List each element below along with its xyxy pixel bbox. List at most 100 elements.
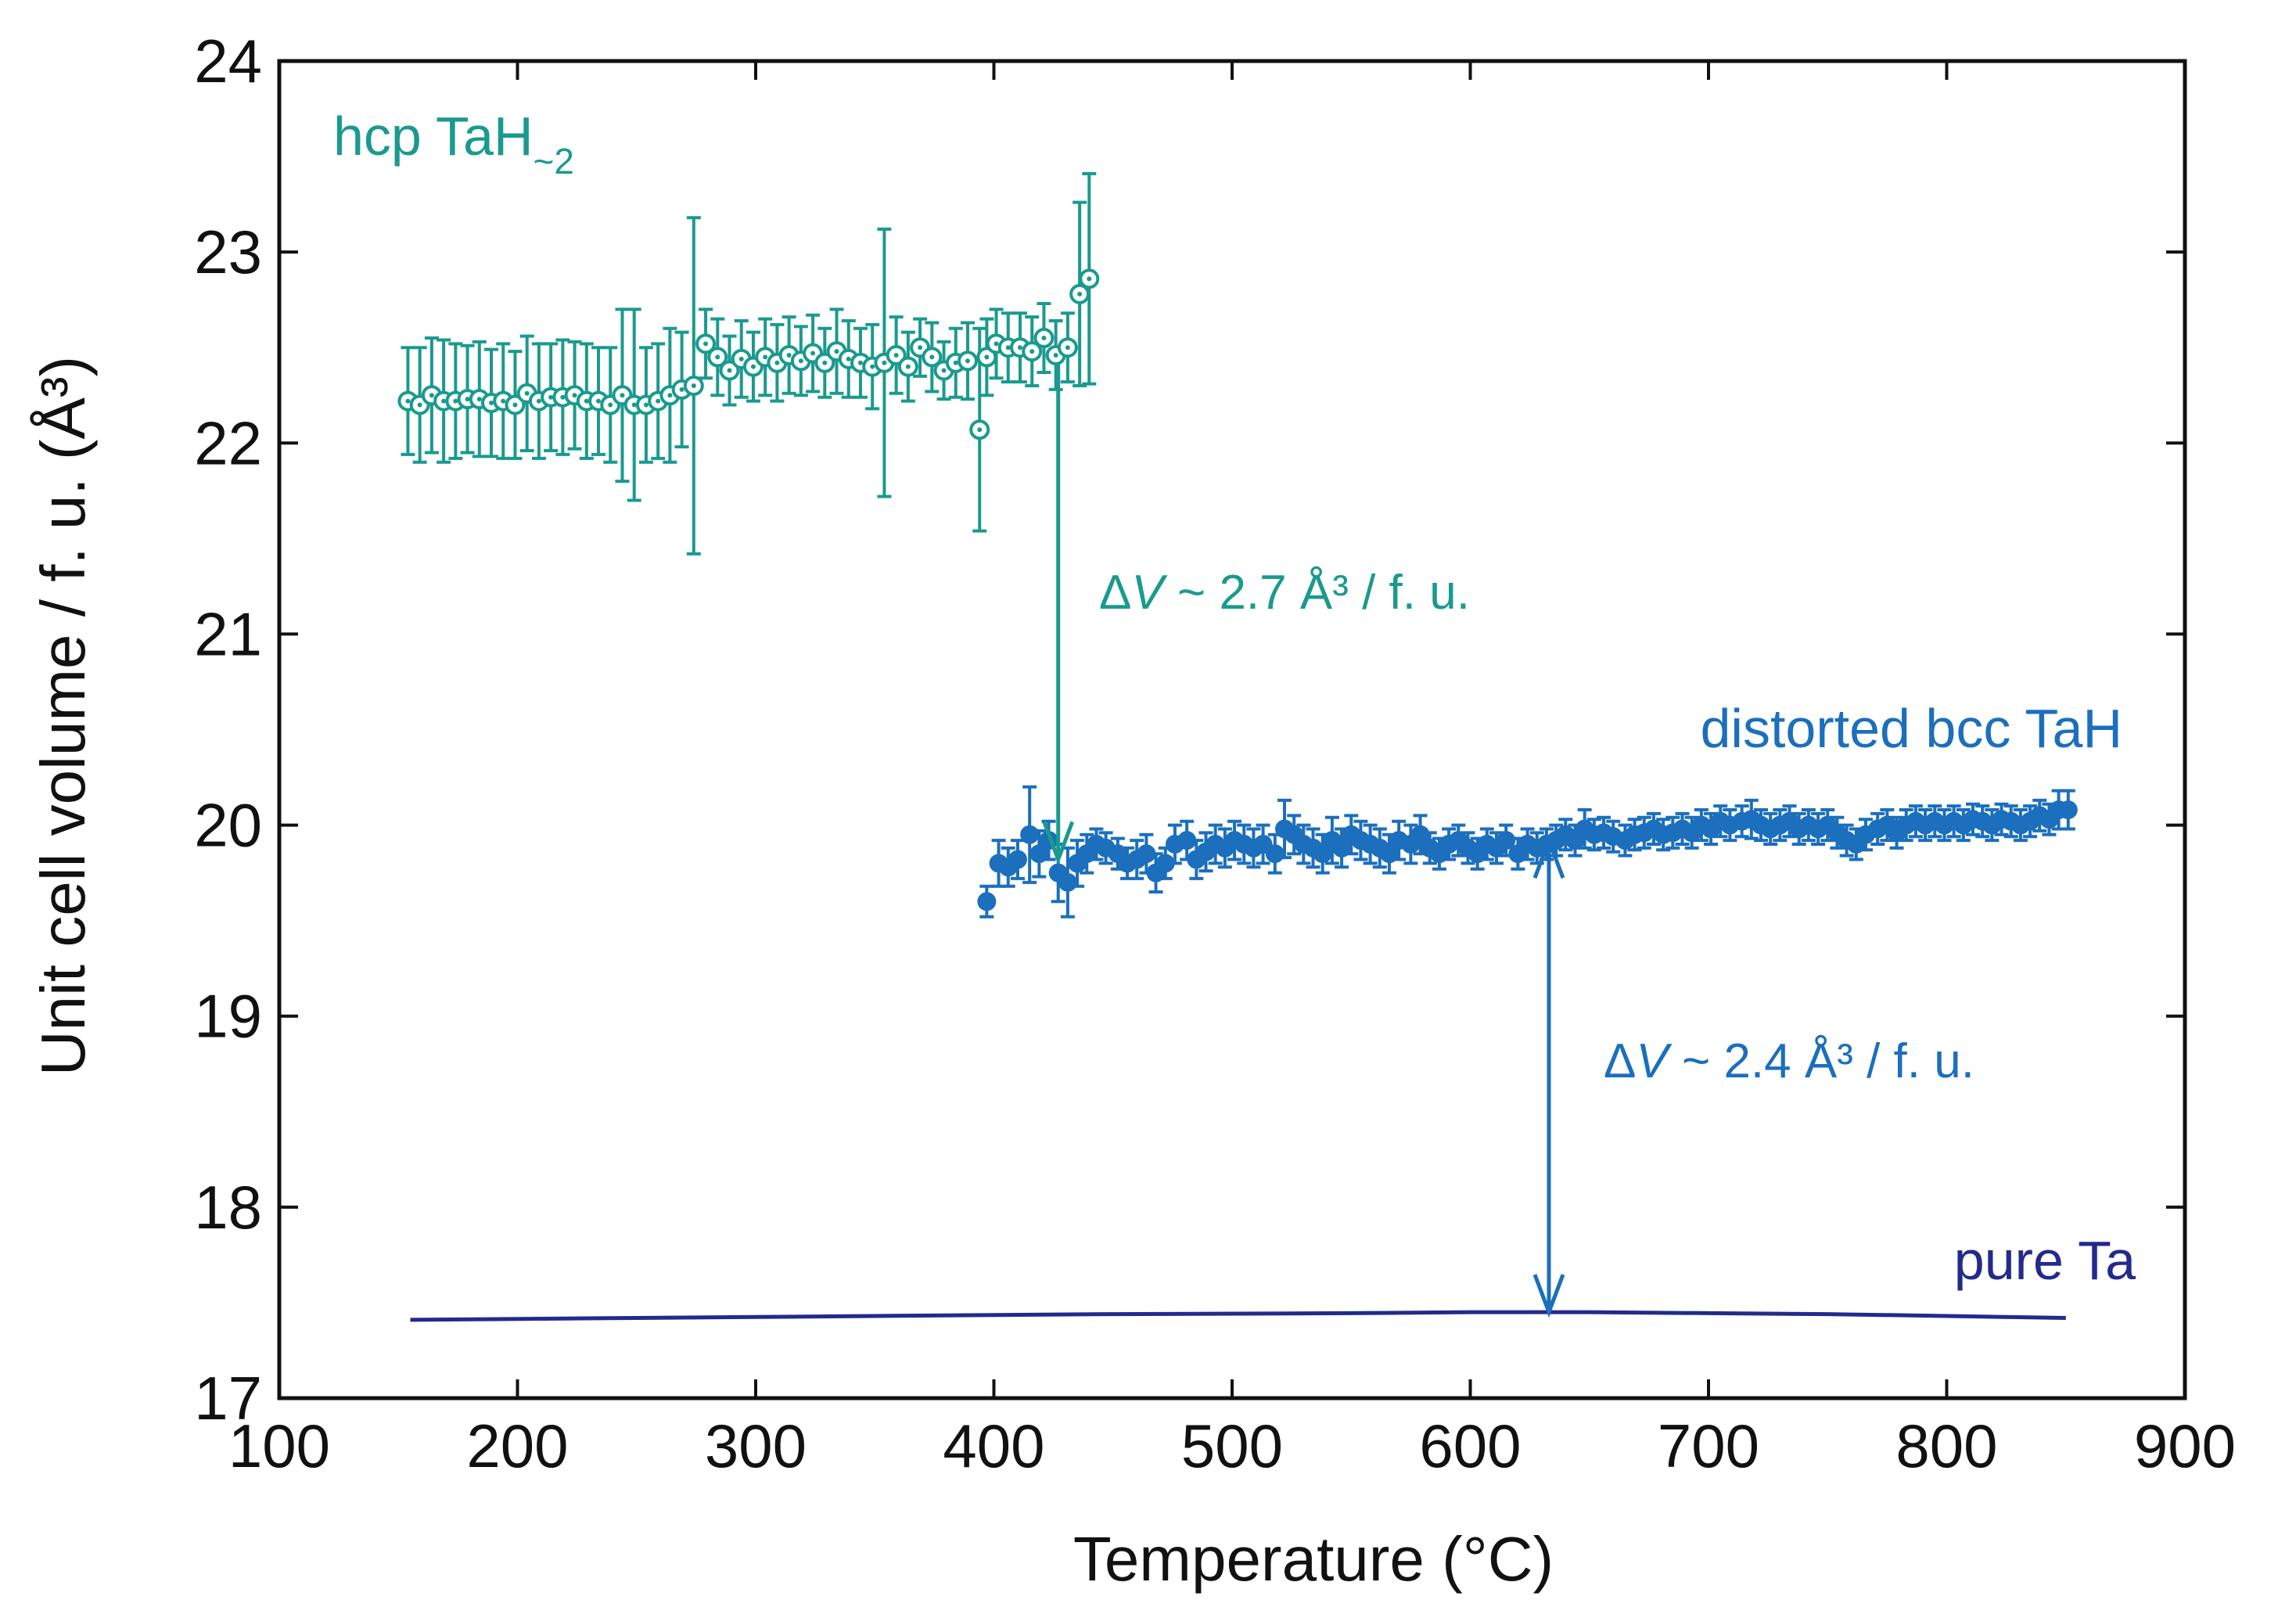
hcp-point-center [548, 394, 554, 400]
hcp-point-center [1017, 345, 1022, 351]
hcp-point-center [620, 393, 625, 398]
hcp-point-center [977, 427, 983, 433]
series-distorted-bcc-tah [977, 785, 2078, 919]
hcp-point-center [1065, 345, 1070, 351]
series-label-bcc: distorted bcc TaH [1700, 698, 2122, 759]
hcp-point-center [536, 398, 541, 404]
annotation-delta-v-bcc-text: ~ 2.4 Å³ / f. u. [1669, 1034, 1974, 1088]
delta-v-arrows [1042, 362, 1565, 1318]
bcc-point [1265, 844, 1285, 864]
hcp-point-center [608, 402, 613, 408]
hcp-point-center [512, 402, 518, 408]
y-tick-label: 17 [194, 1364, 262, 1433]
annotation-delta-v-bcc-var: V [1636, 1034, 1673, 1088]
hcp-point-center [857, 360, 863, 365]
hcp-point-center [953, 360, 958, 365]
hcp-point-center [727, 368, 732, 373]
hcp-point-center [703, 341, 709, 347]
arrow-head-dv1 [1042, 821, 1075, 865]
bcc-point [1497, 831, 1516, 850]
hcp-point-center [905, 364, 911, 369]
hcp-point-center [524, 390, 530, 396]
hcp-point-center [763, 354, 768, 360]
annotation-delta-v-hcp-text: ~ 2.7 Å³ / f. u. [1164, 566, 1470, 620]
annotation-delta-v-hcp-var: V [1131, 566, 1168, 620]
hcp-point-center [822, 360, 828, 365]
hcp-point-center [572, 393, 577, 398]
hcp-point-center [584, 398, 589, 404]
bcc-point [1020, 825, 1040, 844]
y-axis-title: Unit cell volume / f. u. (Å³) [28, 356, 98, 1076]
x-tick-label: 600 [1419, 1411, 1521, 1480]
hcp-point-center [643, 402, 649, 408]
hcp-point-center [798, 358, 803, 364]
hcp-point-center [993, 341, 999, 347]
hcp-point-center [984, 354, 990, 360]
bcc-point [1379, 844, 1399, 864]
hcp-point-center [656, 398, 661, 404]
hcp-point-center [834, 349, 839, 354]
bcc-point [1137, 844, 1156, 864]
bcc-point [1410, 825, 1430, 844]
hcp-point-center [489, 401, 494, 406]
hcp-point-center [476, 397, 482, 402]
hcp-point-center [667, 393, 673, 398]
hcp-point-center [1053, 352, 1058, 358]
annotation-delta-v-bcc-delta: Δ [1604, 1034, 1636, 1088]
hcp-point-center [1041, 336, 1047, 341]
annotation-delta-v-hcp: ΔV ~ 2.7 Å³ / f. u. [1099, 566, 1470, 620]
bcc-point [977, 892, 997, 911]
series-label-hcp-sub: ~2 [534, 141, 574, 182]
hcp-point-center [882, 360, 887, 365]
bcc-point [1332, 838, 1352, 858]
hcp-point-center [501, 398, 506, 404]
bcc-point [1155, 854, 1175, 873]
hcp-point-center [918, 345, 923, 351]
hcp-point-center [691, 383, 696, 389]
hcp-point-center [453, 398, 458, 404]
bcc-point [1058, 872, 1077, 892]
y-tick-label: 21 [194, 599, 262, 668]
x-tick-label: 500 [1181, 1411, 1283, 1480]
series-hcp-tah2 [397, 172, 1100, 556]
x-tick-label: 900 [2134, 1411, 2236, 1480]
series-label-pure-ta: pure Ta [1954, 1230, 2136, 1291]
hcp-point-center [679, 387, 684, 392]
hcp-point-center [631, 402, 637, 408]
axis-ticks: 100 200 300 400 500 600 700 800 900 17 18 19 20 21 22 2… [194, 27, 2236, 1480]
y-tick-label: 18 [194, 1173, 262, 1242]
hcp-point-center [1005, 345, 1011, 351]
hcp-point-center [965, 358, 971, 364]
arrow-head-dv2 [1532, 1274, 1565, 1318]
hcp-point-center [929, 354, 935, 360]
hcp-point-center [405, 398, 411, 404]
hcp-point-center [596, 398, 602, 404]
y-tick-label: 20 [194, 791, 262, 860]
x-tick-label: 200 [466, 1411, 568, 1480]
hcp-point-center [417, 402, 422, 408]
y-tick-label: 23 [194, 218, 262, 286]
bcc-point [1008, 850, 1027, 869]
hcp-point-center [1087, 276, 1092, 282]
annotation-delta-v-hcp-delta: Δ [1099, 566, 1131, 620]
series-pure-ta [410, 1310, 2066, 1322]
hcp-point-center [1029, 349, 1035, 354]
y-tick-label: 24 [194, 27, 262, 95]
annotation-delta-v-bcc: ΔV ~ 2.4 Å³ / f. u. [1604, 1034, 1974, 1088]
bcc-point [1177, 831, 1197, 850]
hcp-point-center [738, 356, 744, 361]
hcp-point-center [870, 364, 875, 369]
hcp-point-center [786, 352, 792, 358]
hcp-point-center [1077, 291, 1083, 297]
hcp-point-center [810, 351, 816, 356]
hcp-point-center [441, 398, 447, 404]
bcc-point [1313, 844, 1332, 864]
bcc-point [1029, 844, 1049, 864]
hcp-point-center [774, 360, 780, 365]
x-tick-label: 300 [705, 1411, 807, 1480]
hcp-point-center [750, 364, 756, 369]
arrow-head-top-dv2 [1532, 834, 1565, 879]
hcp-point-center [465, 397, 470, 402]
x-tick-label: 700 [1658, 1411, 1759, 1480]
